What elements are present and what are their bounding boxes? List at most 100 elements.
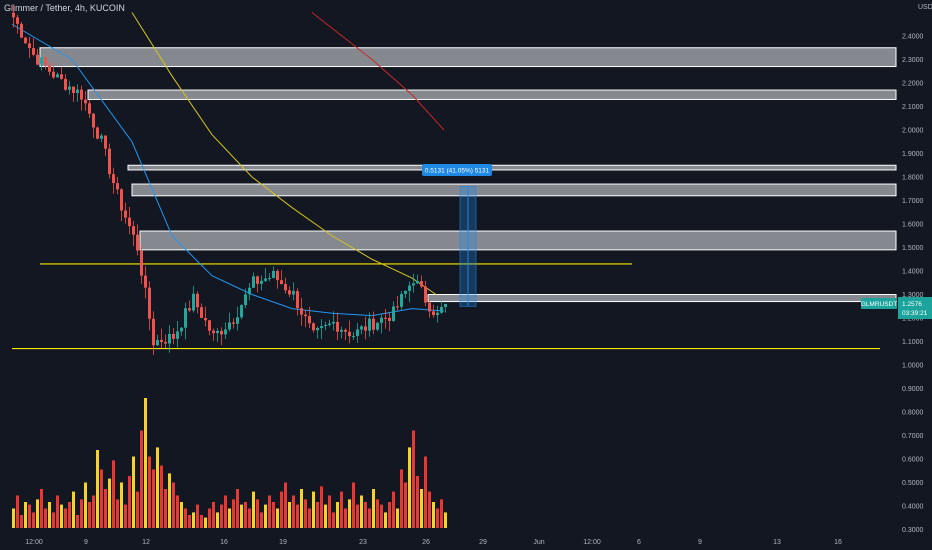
volume-bar: [340, 491, 343, 528]
volume-bar: [244, 502, 247, 528]
candle-body: [388, 317, 391, 321]
candle-body: [112, 174, 115, 184]
volume-bar: [392, 491, 395, 528]
candle-body: [132, 226, 135, 235]
candle-body: [432, 311, 435, 316]
volume-bar: [152, 469, 155, 528]
candle-body: [260, 280, 263, 284]
time-tick-label: 26: [422, 539, 430, 546]
time-tick-label: 6: [637, 539, 641, 546]
volume-bar: [408, 447, 411, 528]
volume-bar: [120, 482, 123, 528]
time-tick-label: 23: [359, 539, 367, 546]
price-tick-label: 2.0000: [902, 128, 924, 135]
candle-body: [304, 314, 307, 317]
symbol-title[interactable]: Glimmer / Tether, 4h, KUCOIN: [4, 3, 125, 13]
candle-body: [336, 321, 339, 332]
candle-body: [60, 74, 63, 79]
last-price-box: [898, 297, 932, 319]
volume-bar: [12, 508, 15, 528]
volume-bar: [336, 502, 339, 528]
volume-bar: [376, 499, 379, 528]
candle-body: [28, 43, 31, 49]
candle-body: [348, 331, 351, 337]
volume-bar: [308, 508, 311, 528]
price-tick-label: 1.0000: [902, 363, 924, 370]
candle-body: [80, 89, 83, 100]
candle-body: [196, 293, 199, 308]
candle-body: [56, 74, 59, 78]
candle-body: [384, 317, 387, 319]
candle-body: [324, 324, 327, 327]
time-tick-label: 12:00: [583, 539, 601, 546]
countdown: 03:39:21: [902, 310, 928, 317]
candle-body: [312, 323, 315, 331]
candle-body: [404, 290, 407, 294]
volume-bar: [188, 515, 191, 528]
price-tick-label: 1.7000: [902, 198, 924, 205]
candle-body: [88, 103, 91, 114]
candle-body: [64, 78, 67, 90]
volume-bar: [44, 508, 47, 528]
volume-bar: [360, 495, 363, 528]
candle-body: [420, 280, 423, 287]
candle-body: [308, 316, 311, 324]
volume-bar: [200, 515, 203, 528]
volume-bar: [76, 515, 79, 528]
moving-average-line: [311, 12, 445, 131]
volume-bar: [164, 489, 167, 528]
price-tick-label: 0.3000: [902, 527, 924, 534]
candle-body: [240, 305, 243, 318]
candle-body: [96, 127, 99, 139]
volume-bar: [300, 489, 303, 528]
candle-body: [428, 302, 431, 312]
candle-body: [364, 326, 367, 331]
time-tick-label: 16: [834, 539, 842, 546]
volume-bar: [264, 504, 267, 528]
candle-body: [16, 17, 19, 24]
candle-body: [256, 276, 259, 284]
candle-body: [52, 71, 55, 78]
candle-body: [120, 189, 123, 211]
resistance-zone: [39, 47, 897, 68]
volume-bar: [72, 491, 75, 528]
volume-bar: [172, 482, 175, 528]
candle-body: [268, 277, 271, 279]
volume-bar: [404, 482, 407, 528]
volume-bar: [256, 499, 259, 528]
candle-body: [416, 280, 419, 284]
volume-bar: [168, 473, 171, 528]
volume-bar: [36, 499, 39, 528]
volume-bar: [412, 430, 415, 528]
volume-bar: [280, 491, 283, 528]
candle-body: [252, 276, 255, 288]
candle-body: [72, 86, 75, 94]
candle-body: [208, 320, 211, 331]
candle-body: [248, 287, 251, 295]
candle-body: [280, 280, 283, 285]
candle-body: [152, 318, 155, 346]
candle-body: [400, 293, 403, 307]
candle-body: [424, 286, 427, 303]
candle-body: [156, 339, 159, 346]
candle-body: [44, 57, 47, 66]
time-tick-label: 12:00: [25, 539, 43, 546]
candle-body: [92, 113, 95, 128]
candle-body: [368, 318, 371, 331]
price-tick-label: 2.2000: [902, 81, 924, 88]
volume-bar: [272, 502, 275, 528]
volume-bar: [108, 478, 111, 528]
candle-body: [172, 333, 175, 339]
candle-body: [436, 312, 439, 316]
volume-bar: [396, 508, 399, 528]
candle-body: [164, 342, 167, 344]
volume-bar: [128, 476, 131, 528]
price-tick-label: 0.5000: [902, 480, 924, 487]
price-tick-label: 1.5000: [902, 245, 924, 252]
candle-body: [396, 306, 399, 308]
volume-bar: [112, 460, 115, 528]
volume-bar: [384, 512, 387, 528]
resistance-zone: [87, 89, 897, 100]
candle-body: [124, 210, 127, 218]
